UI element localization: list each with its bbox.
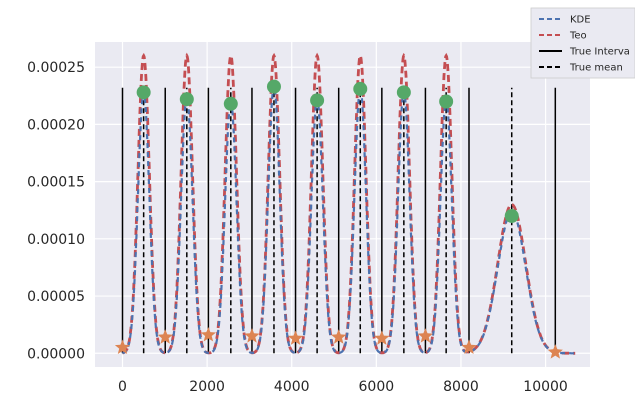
vertical-lines bbox=[121, 87, 557, 354]
y-tick-label: 0.00010 bbox=[27, 232, 85, 248]
legend-label: Teo bbox=[569, 31, 587, 42]
mode-point bbox=[266, 79, 281, 94]
y-tick-label: 0.00020 bbox=[27, 117, 85, 133]
x-tick-label: 10000 bbox=[523, 379, 568, 395]
curves bbox=[122, 52, 576, 355]
x-tick-label: 6000 bbox=[359, 379, 395, 395]
legend: KDE Teo True Interva True mean bbox=[530, 7, 635, 79]
boundary-star bbox=[374, 330, 390, 345]
markers bbox=[114, 79, 563, 359]
boundary-star bbox=[461, 339, 477, 354]
mode-point bbox=[439, 94, 454, 109]
boundary-star bbox=[244, 328, 260, 343]
mode-point bbox=[136, 85, 151, 100]
legend-label: KDE bbox=[570, 15, 591, 26]
boundary-star bbox=[114, 339, 131, 354]
y-tick-label: 0.00025 bbox=[27, 60, 85, 76]
plot-background bbox=[95, 42, 590, 367]
x-tick-label: 0 bbox=[118, 379, 127, 395]
y-tick-label: 0.00005 bbox=[27, 289, 85, 305]
mode-point bbox=[353, 81, 368, 96]
mode-point bbox=[310, 93, 325, 108]
mode-point bbox=[396, 85, 411, 100]
legend-label: True mean bbox=[569, 63, 623, 74]
x-tick-label: 2000 bbox=[189, 379, 225, 395]
boundary-star bbox=[417, 328, 433, 343]
boundary-star bbox=[200, 327, 216, 342]
y-tick-label: 0.00015 bbox=[27, 175, 85, 191]
y-tick-label: 0.00000 bbox=[27, 346, 85, 362]
x-tick-label: 8000 bbox=[443, 379, 479, 395]
boundary-star bbox=[287, 330, 304, 345]
boundary-star bbox=[547, 344, 563, 359]
curve-kde bbox=[122, 83, 576, 355]
boundary-star bbox=[157, 329, 173, 344]
grid bbox=[95, 42, 590, 367]
x-tick-label: 4000 bbox=[274, 379, 310, 395]
mode-point bbox=[223, 96, 238, 111]
legend-label: True Interva bbox=[569, 47, 630, 58]
mode-point bbox=[504, 208, 519, 223]
boundary-star bbox=[331, 329, 347, 344]
tick-labels: 0 2000 4000 6000 8000 10000 0.00000 0.00005 0.00… bbox=[27, 60, 568, 395]
mode-point bbox=[179, 92, 194, 107]
